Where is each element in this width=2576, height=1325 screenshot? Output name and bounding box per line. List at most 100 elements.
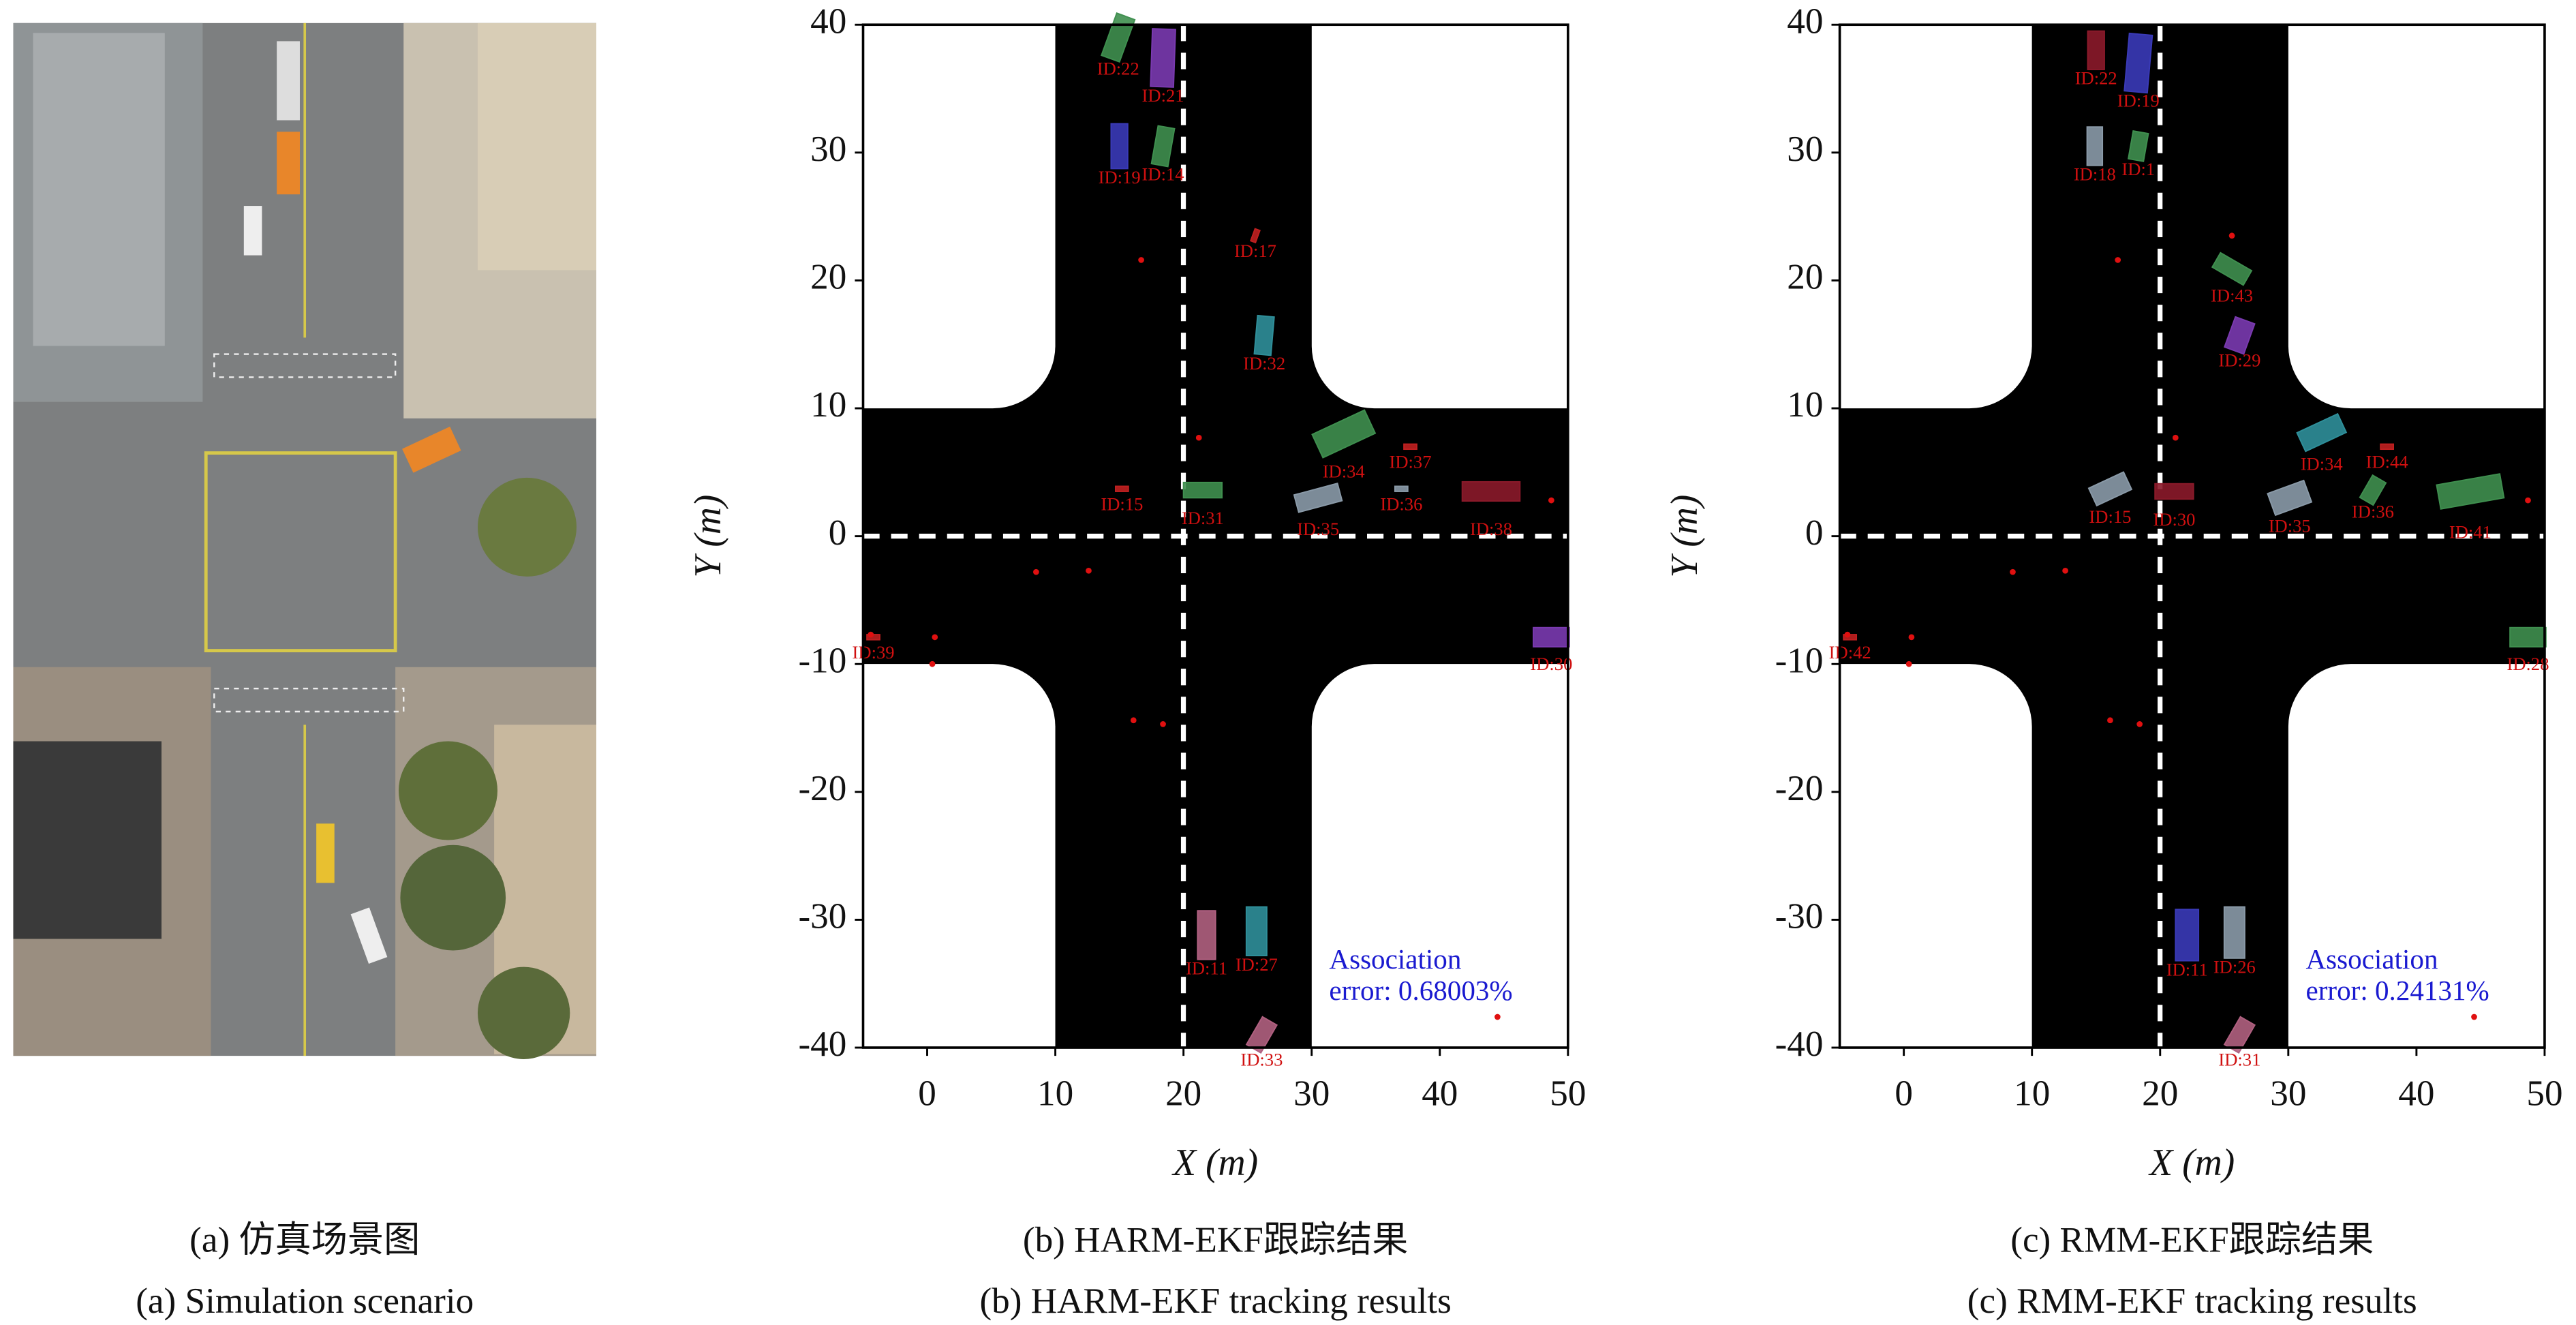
caption: (b) HARM-EKF tracking results <box>979 1281 1451 1321</box>
x-axis-label: X (m) <box>1171 1142 1258 1184</box>
track-label: ID:15 <box>2089 506 2131 527</box>
detection <box>1130 717 1137 724</box>
y-tick-label: -40 <box>798 1024 846 1064</box>
track-box <box>2223 316 2256 355</box>
y-axis-label: Y (m) <box>687 495 729 578</box>
x-tick-label: 0 <box>918 1074 936 1114</box>
x-tick-label: 40 <box>2398 1074 2434 1114</box>
y-tick-label: 20 <box>810 258 846 297</box>
road-map <box>863 25 1567 1048</box>
y-tick-label: -10 <box>798 641 846 680</box>
y-tick-label: -20 <box>1775 769 1824 808</box>
detection <box>1844 631 1851 638</box>
y-tick-label: 20 <box>1787 258 1823 297</box>
track-label: ID:18 <box>2074 164 2116 184</box>
track-label: ID:22 <box>1097 59 1139 79</box>
track-box <box>1533 626 1570 648</box>
x-tick-label: 40 <box>1422 1074 1458 1114</box>
track-label: ID:1 <box>2121 159 2155 179</box>
y-tick-label: 30 <box>1787 130 1823 169</box>
track-box <box>2123 32 2153 94</box>
track-box <box>2380 443 2394 451</box>
track-label: ID:30 <box>2153 509 2195 530</box>
track-box <box>1150 28 1176 88</box>
detection <box>2228 232 2235 239</box>
detection <box>2062 567 2068 574</box>
track-label: ID:19 <box>1099 167 1141 187</box>
track-label: ID:36 <box>2352 502 2394 522</box>
track-label: ID:43 <box>2211 286 2253 306</box>
caption: (a) 仿真场景图 <box>189 1221 420 1260</box>
detection <box>1548 497 1554 504</box>
caption: (b) HARM-EKF跟踪结果 <box>1023 1221 1409 1260</box>
track-label: ID:22 <box>2075 68 2117 89</box>
track-box <box>2267 479 2313 517</box>
track-box <box>2087 471 2133 507</box>
x-tick-label: 20 <box>1165 1074 1201 1114</box>
detection <box>2115 257 2121 263</box>
track-box <box>2127 130 2149 162</box>
track-box <box>1115 485 1129 492</box>
x-tick-label: 50 <box>2526 1074 2562 1114</box>
detection <box>1494 1014 1501 1020</box>
track-box <box>2296 412 2348 453</box>
y-tick-label: 40 <box>810 1 846 41</box>
track-label: ID:41 <box>2449 522 2491 543</box>
track-box <box>1461 481 1521 502</box>
track-label: ID:37 <box>1390 451 1432 472</box>
track-box <box>1403 443 1417 451</box>
y-tick-label: 10 <box>810 385 846 425</box>
track-label: ID:17 <box>1234 241 1276 261</box>
detection <box>2107 717 2113 724</box>
scene-image <box>13 22 596 1059</box>
detection <box>2172 434 2179 441</box>
track-box <box>1311 409 1377 459</box>
track-label: ID:11 <box>2166 959 2208 979</box>
caption: (c) RMM-EKF跟踪结果 <box>2010 1221 2374 1260</box>
track-box <box>2087 30 2105 70</box>
y-tick-label: 0 <box>1805 513 1824 553</box>
track-label: ID:26 <box>2213 957 2256 977</box>
detection <box>868 631 874 638</box>
track-box <box>1253 314 1275 356</box>
track-label: ID:34 <box>2301 453 2343 474</box>
detection <box>2010 568 2016 575</box>
detection <box>929 660 936 667</box>
track-label: ID:38 <box>1470 519 1512 539</box>
x-tick-label: 10 <box>1037 1074 1073 1114</box>
road-map <box>1840 25 2545 1048</box>
detection <box>2471 1014 2477 1020</box>
track-label: ID:39 <box>853 642 895 662</box>
track-label: ID:29 <box>2218 350 2260 370</box>
track-box <box>2223 906 2245 959</box>
track-label: ID:31 <box>1182 508 1224 528</box>
track-label: ID:31 <box>2218 1050 2260 1070</box>
track-box <box>1197 910 1216 960</box>
track-label: ID:35 <box>1297 519 1339 539</box>
track-box <box>2436 473 2505 510</box>
track-box <box>1182 481 1223 499</box>
y-tick-label: 30 <box>810 130 846 169</box>
caption: (a) Simulation scenario <box>136 1281 474 1321</box>
x-tick-label: 0 <box>1895 1074 1913 1114</box>
x-tick-label: 30 <box>1293 1074 1330 1114</box>
track-box <box>2509 626 2547 648</box>
track-box <box>1249 228 1261 244</box>
track-box <box>1245 906 1268 957</box>
detection <box>1138 257 1144 263</box>
track-box <box>1293 482 1343 513</box>
detection <box>1086 567 1092 574</box>
detection <box>2136 721 2143 727</box>
y-tick-label: -30 <box>798 897 846 936</box>
y-tick-label: 0 <box>829 513 847 553</box>
track-label: ID:19 <box>2117 91 2160 111</box>
track-label: ID:11 <box>1186 958 1227 978</box>
track-box <box>2086 126 2104 166</box>
y-tick-label: -40 <box>1775 1024 1824 1064</box>
track-box <box>2175 909 2200 962</box>
x-axis-label: X (m) <box>2148 1142 2235 1184</box>
